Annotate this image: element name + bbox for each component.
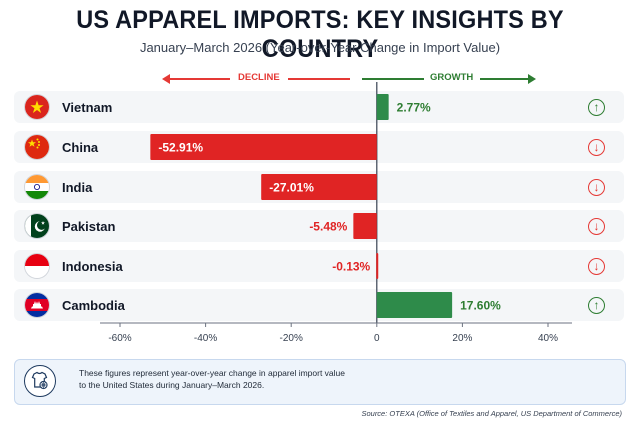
x-tick-label: 0 (374, 333, 380, 344)
x-tick-label: -20% (280, 333, 303, 344)
up-arrow-icon: ↑ (588, 297, 605, 314)
india-flag-icon (25, 175, 49, 199)
row-background (14, 210, 624, 242)
value-label-cambodia: 17.60% (460, 299, 501, 313)
growth-label: GROWTH (430, 72, 474, 83)
pakistan-flag-icon (25, 214, 49, 238)
down-arrow-icon: ↓ (588, 258, 605, 275)
value-label-pakistan: -5.48% (309, 220, 347, 234)
note-line-1: These figures represent year-over-year c… (79, 368, 345, 378)
country-label-pakistan: Pakistan (62, 219, 116, 234)
note-box (14, 359, 626, 405)
down-arrow-icon: ↓ (588, 179, 605, 196)
bar-india (261, 174, 377, 200)
indonesia-flag-icon (25, 254, 49, 278)
apparel-globe-icon (24, 365, 56, 397)
chart-title: US APPAREL IMPORTS: KEY INSIGHTS BY COUN… (76, 6, 564, 63)
vietnam-flag-icon (25, 95, 49, 119)
down-arrow-icon: ↓ (588, 218, 605, 235)
bar-pakistan (353, 213, 377, 239)
bar-vietnam (376, 94, 389, 120)
row-background (14, 91, 624, 123)
country-label-cambodia: Cambodia (62, 298, 125, 313)
bar-cambodia (376, 292, 453, 318)
down-arrow-icon: ↓ (588, 139, 605, 156)
growth-arrow-line (480, 78, 530, 80)
up-arrow-icon: ↑ (588, 99, 605, 116)
chart-subtitle: January–March 2026 (Year-over-Year Chang… (139, 40, 501, 55)
bar-chart: 2.77% -52.91% -27.01% -5.48% -0.13% 17.60% -60… (100, 82, 572, 344)
decline-arrow-icon (162, 74, 170, 84)
value-label-india: -27.01% (269, 181, 314, 195)
decline-arrow-line-right (288, 78, 350, 80)
country-label-vietnam: Vietnam (62, 100, 113, 115)
bar-china (150, 134, 377, 160)
note-text: These figures represent year-over-year c… (79, 367, 499, 391)
row-background (14, 289, 624, 321)
x-tick-label: 20% (452, 333, 472, 344)
value-label-indonesia: -0.13% (332, 260, 370, 274)
note-line-2: to the United States during January–Marc… (79, 380, 265, 390)
decline-arrow-line (168, 78, 230, 80)
cambodia-flag-icon (25, 293, 49, 317)
value-label-china: -52.91% (158, 141, 203, 155)
bar-indonesia (376, 253, 379, 279)
x-tick-label: 40% (538, 333, 558, 344)
growth-arrow-line-left (362, 78, 424, 80)
growth-arrow-icon (528, 74, 536, 84)
decline-label: DECLINE (238, 72, 280, 83)
source-note: Source: OTEXA (Office of Textiles and Ap… (361, 409, 622, 418)
row-background (14, 250, 624, 282)
country-label-china: China (62, 140, 99, 155)
country-label-indonesia: Indonesia (62, 259, 123, 274)
china-flag-icon (25, 135, 49, 159)
value-label-vietnam: 2.77% (397, 101, 431, 115)
country-label-india: India (62, 180, 93, 195)
x-tick-label: -40% (194, 333, 217, 344)
x-tick-label: -60% (108, 333, 131, 344)
